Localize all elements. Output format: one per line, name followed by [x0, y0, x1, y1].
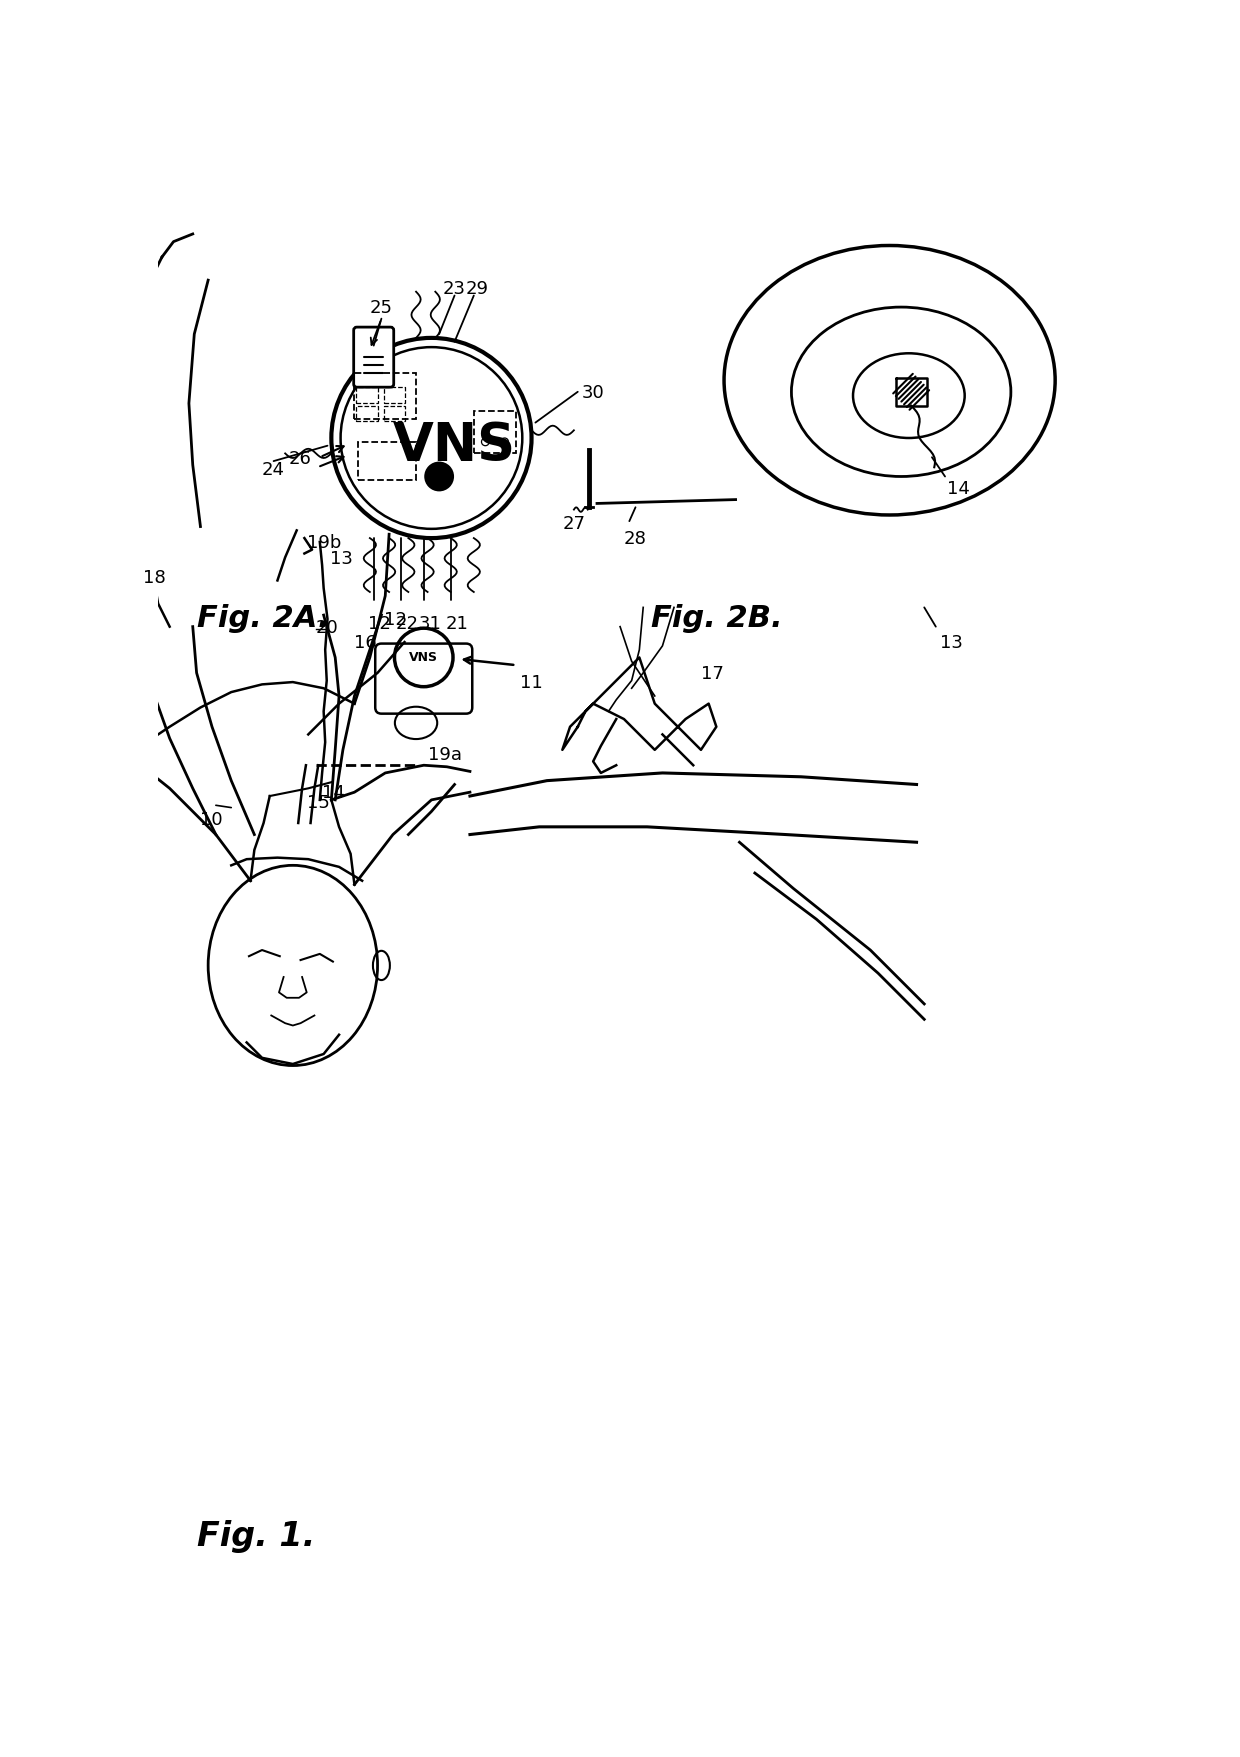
- Text: Fig. 2A.: Fig. 2A.: [197, 604, 330, 633]
- Text: 20: 20: [316, 618, 339, 638]
- Text: 13: 13: [940, 634, 962, 652]
- Text: 23: 23: [443, 279, 466, 299]
- FancyBboxPatch shape: [353, 327, 394, 387]
- Text: 28: 28: [624, 531, 647, 548]
- Text: Fig. 2B.: Fig. 2B.: [651, 604, 782, 633]
- Text: VNS: VNS: [409, 650, 438, 664]
- Bar: [383, 387, 405, 402]
- Text: 27: 27: [563, 515, 585, 532]
- Text: 30: 30: [582, 385, 604, 402]
- Text: 13: 13: [330, 550, 352, 568]
- Text: 19a: 19a: [428, 747, 461, 764]
- Bar: [356, 406, 377, 422]
- Text: VNS: VNS: [393, 420, 516, 471]
- Text: 22: 22: [396, 615, 418, 633]
- Text: 16: 16: [355, 634, 377, 652]
- Text: 14: 14: [322, 784, 345, 803]
- Text: 25: 25: [370, 299, 393, 318]
- Bar: [358, 441, 417, 480]
- Text: 12: 12: [383, 611, 407, 629]
- Text: 31: 31: [418, 615, 441, 633]
- Text: 14: 14: [947, 480, 970, 499]
- Bar: [383, 406, 405, 422]
- Bar: [474, 411, 516, 453]
- Text: 26: 26: [289, 450, 312, 467]
- Text: 11: 11: [520, 675, 543, 692]
- Text: 19b: 19b: [306, 534, 341, 552]
- Text: 24: 24: [262, 460, 285, 480]
- Bar: [355, 372, 417, 418]
- Bar: [356, 387, 377, 402]
- Text: 18: 18: [143, 569, 165, 587]
- Text: 29: 29: [466, 279, 489, 299]
- Text: 10: 10: [201, 812, 223, 829]
- Text: 17: 17: [701, 666, 724, 683]
- Text: Fig. 1.: Fig. 1.: [197, 1520, 315, 1553]
- Text: 21: 21: [445, 615, 469, 633]
- Text: 15: 15: [306, 794, 330, 812]
- Circle shape: [425, 462, 453, 490]
- Text: 12: 12: [368, 615, 391, 633]
- Circle shape: [394, 629, 453, 687]
